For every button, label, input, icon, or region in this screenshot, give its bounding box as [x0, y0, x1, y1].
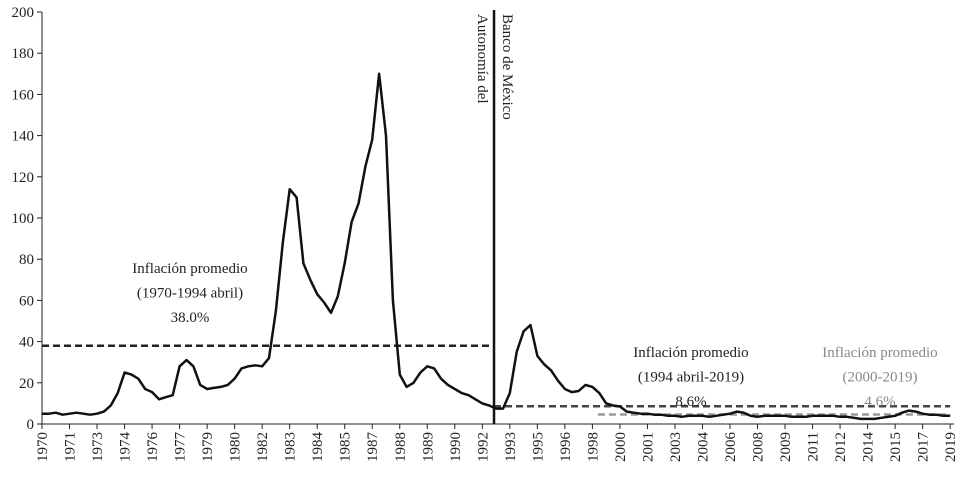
y-tick-label: 120: [12, 170, 35, 186]
y-tick-label: 0: [27, 417, 35, 433]
x-tick-label: 1998: [585, 432, 601, 462]
y-tick-label: 100: [12, 211, 35, 227]
x-tick-label: 1973: [90, 432, 106, 462]
y-tick-label: 180: [12, 46, 35, 62]
x-tick-label: 1989: [420, 432, 436, 462]
average-label: 4.6%: [864, 394, 895, 410]
x-tick-label: 2014: [861, 432, 877, 463]
y-tick-label: 20: [19, 376, 34, 392]
y-tick-label: 160: [12, 87, 35, 103]
x-tick-label: 1993: [503, 432, 519, 462]
x-tick-label: 2009: [778, 432, 794, 462]
x-tick-label: 1979: [200, 432, 216, 462]
average-label: 8.6%: [675, 394, 706, 410]
y-tick-label: 60: [19, 293, 34, 309]
autonomy-label: Banco de México: [499, 14, 515, 120]
inflation-line: [42, 72, 951, 421]
x-tick-label: 1990: [448, 432, 464, 462]
x-tick-label: 1970: [35, 432, 51, 462]
x-tick-label: 1992: [475, 432, 491, 462]
x-tick-label: 2019: [943, 432, 959, 462]
x-tick-label: 1980: [228, 432, 244, 462]
x-tick-label: 1971: [63, 432, 79, 462]
y-tick-label: 200: [12, 5, 35, 21]
average-label: (1970-1994 abril): [137, 286, 243, 302]
average-label: Inflación promedio: [132, 261, 247, 277]
average-label: Inflación promedio: [822, 345, 937, 361]
x-tick-label: 2000: [613, 432, 629, 462]
x-tick-label: 1987: [365, 432, 381, 463]
x-tick-label: 1985: [338, 432, 354, 462]
x-tick-label: 2017: [916, 432, 932, 463]
y-tick-label: 80: [19, 252, 34, 268]
x-tick-label: 1983: [283, 432, 299, 462]
average-label: 38.0%: [171, 310, 210, 326]
x-tick-label: 1988: [393, 432, 409, 462]
x-tick-label: 1974: [118, 432, 134, 463]
x-tick-label: 2004: [695, 432, 711, 463]
y-tick-label: 40: [19, 335, 34, 351]
y-tick-label: 140: [12, 129, 35, 145]
x-tick-label: 1996: [558, 432, 574, 463]
x-tick-label: 2001: [640, 432, 656, 462]
average-label: Inflación promedio: [633, 345, 748, 361]
x-tick-label: 1976: [145, 432, 161, 463]
x-tick-label: 2012: [833, 432, 849, 462]
x-tick-label: 2003: [668, 432, 684, 462]
autonomy-label: Autonomía del: [474, 14, 490, 104]
x-tick-label: 1977: [173, 432, 189, 463]
x-tick-label: 1984: [310, 432, 326, 463]
average-label: (1994 abril-2019): [638, 370, 744, 386]
x-tick-label: 2015: [888, 432, 904, 462]
x-tick-label: 2008: [751, 432, 767, 462]
x-tick-label: 1982: [255, 432, 271, 462]
average-label: (2000-2019): [843, 370, 918, 386]
x-tick-label: 1995: [530, 432, 546, 462]
x-tick-label: 2006: [723, 432, 739, 463]
x-tick-label: 2011: [806, 432, 822, 461]
